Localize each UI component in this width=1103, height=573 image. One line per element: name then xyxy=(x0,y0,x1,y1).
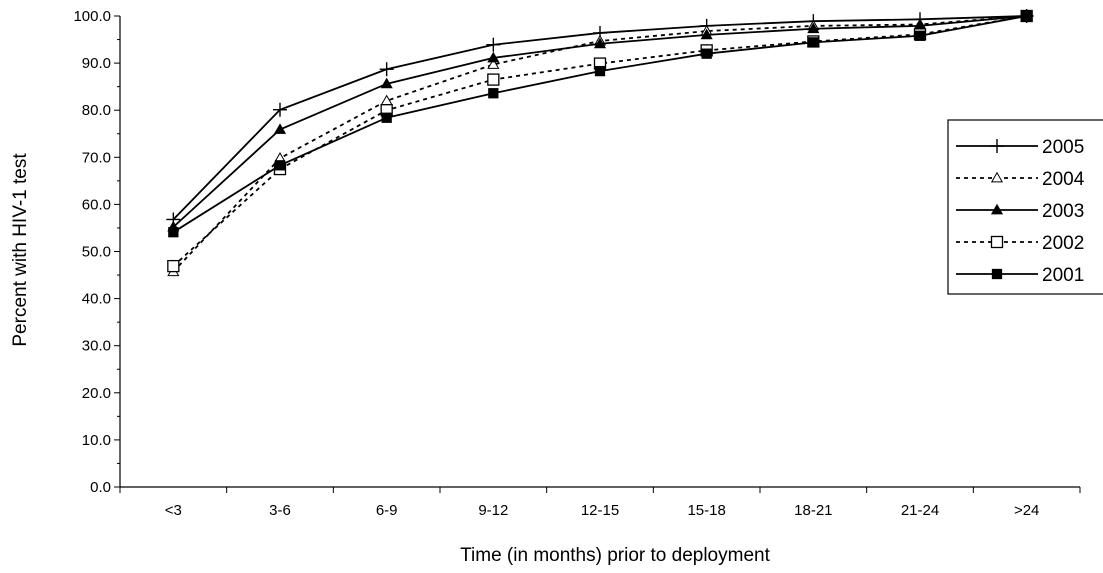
data-point-2002 xyxy=(167,259,180,273)
x-tick-label: 12-15 xyxy=(581,502,619,519)
y-tick-label: 100.0 xyxy=(73,8,111,25)
data-point-2001 xyxy=(381,112,392,123)
x-tick-label: >24 xyxy=(1014,502,1039,519)
legend-item-2005: 2005 xyxy=(956,137,1084,158)
series-2001 xyxy=(168,10,1032,238)
data-point-2001 xyxy=(168,227,179,238)
data-point-2001 xyxy=(808,37,819,48)
x-tick-label: 21-24 xyxy=(901,502,939,519)
data-point-2003 xyxy=(380,77,393,89)
data-point-2003 xyxy=(807,22,820,34)
legend-label: 2002 xyxy=(1042,233,1084,254)
axes: 0.0 10.0 20.0 30.0 40.0 50.0 60.0 70.0 80.0 90.0 1… xyxy=(73,8,1081,519)
data-point-2005 xyxy=(273,102,287,117)
data-point-2001 xyxy=(274,160,286,171)
y-tick-label: 60.0 xyxy=(82,196,111,213)
x-axis-title: Time (in months) prior to deployment xyxy=(460,545,770,566)
x-tick-label: 3-6 xyxy=(269,502,291,519)
legend-item-2003: 2003 xyxy=(956,201,1084,222)
y-tick-label: 10.0 xyxy=(82,432,111,449)
x-tick-label: <3 xyxy=(165,502,182,519)
legend-label: 2005 xyxy=(1042,137,1084,158)
series-2002 xyxy=(167,9,1033,273)
legend-item-2004: 2004 xyxy=(956,169,1085,190)
data-point-2005 xyxy=(379,62,394,77)
legend-marker xyxy=(990,139,1004,153)
y-tick-label: 20.0 xyxy=(82,385,111,402)
legend: 2005 2004 2003 2002 2001 xyxy=(947,119,1103,295)
series-2003 xyxy=(167,9,1033,232)
data-point-2001 xyxy=(1021,10,1032,22)
legend-item-2002: 2002 xyxy=(956,233,1084,254)
series-line-2001 xyxy=(172,15,1027,233)
series-layer xyxy=(166,9,1034,277)
x-tick-label: 6-9 xyxy=(376,502,398,519)
data-point-2003 xyxy=(273,123,287,134)
legend-marker xyxy=(990,235,1004,249)
legend-item-2001: 2001 xyxy=(956,265,1084,286)
data-point-2001 xyxy=(914,30,926,41)
legend-label: 2003 xyxy=(1042,201,1084,222)
legend-marker xyxy=(991,268,1003,280)
data-point-2002 xyxy=(487,73,500,86)
series-line-2004 xyxy=(172,15,1027,273)
data-point-2003 xyxy=(487,51,500,63)
data-point-2001 xyxy=(701,48,712,59)
data-point-2003 xyxy=(593,37,607,49)
x-tick-label: 9-12 xyxy=(478,502,508,519)
y-tick-label: 70.0 xyxy=(82,149,111,166)
y-axis-title: Percent with HIV-1 test xyxy=(10,153,31,347)
legend-label: 2001 xyxy=(1042,265,1084,286)
data-point-2004 xyxy=(487,58,500,69)
y-tick-label: 50.0 xyxy=(82,244,111,261)
x-tick-label: 18-21 xyxy=(794,502,832,519)
data-point-2003 xyxy=(700,28,713,40)
y-tick-label: 30.0 xyxy=(82,338,111,355)
legend-marker xyxy=(990,171,1004,183)
series-line-2002 xyxy=(172,15,1027,267)
y-tick-label: 80.0 xyxy=(82,102,111,119)
y-tick-label: 0.0 xyxy=(90,479,111,496)
legend-marker xyxy=(990,203,1004,215)
y-tick-label: 40.0 xyxy=(82,291,111,308)
data-point-2001 xyxy=(594,65,606,77)
x-tick-label: 15-18 xyxy=(687,502,725,519)
data-point-2005 xyxy=(486,37,501,52)
data-point-2001 xyxy=(488,88,499,99)
y-tick-label: 90.0 xyxy=(82,55,111,72)
series-2004 xyxy=(167,9,1033,277)
legend-box xyxy=(947,119,1103,295)
legend-label: 2004 xyxy=(1042,169,1085,190)
